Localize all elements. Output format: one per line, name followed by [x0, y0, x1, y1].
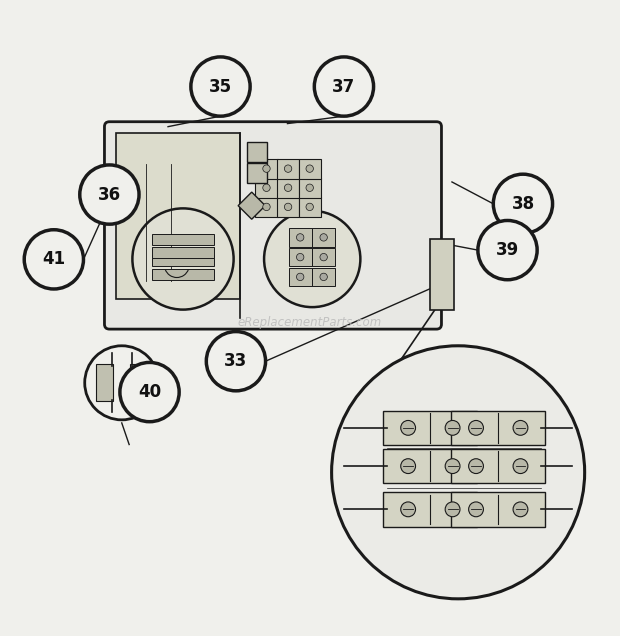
Circle shape — [24, 230, 84, 289]
FancyBboxPatch shape — [451, 449, 545, 483]
FancyBboxPatch shape — [96, 364, 113, 401]
FancyBboxPatch shape — [430, 238, 454, 310]
Circle shape — [314, 57, 374, 116]
FancyBboxPatch shape — [451, 492, 545, 527]
Text: 41: 41 — [42, 251, 66, 268]
Circle shape — [263, 165, 270, 172]
FancyBboxPatch shape — [312, 248, 335, 266]
Circle shape — [263, 184, 270, 191]
Text: 33: 33 — [224, 352, 247, 370]
Circle shape — [133, 209, 234, 310]
Text: eReplacementParts.com: eReplacementParts.com — [238, 317, 382, 329]
Circle shape — [445, 459, 460, 474]
Circle shape — [401, 502, 415, 516]
FancyBboxPatch shape — [255, 197, 278, 217]
FancyBboxPatch shape — [383, 492, 477, 527]
Circle shape — [401, 420, 415, 435]
FancyBboxPatch shape — [312, 228, 335, 247]
Circle shape — [285, 203, 292, 211]
FancyBboxPatch shape — [151, 247, 215, 258]
Circle shape — [478, 221, 537, 280]
Circle shape — [513, 459, 528, 474]
Circle shape — [120, 363, 179, 422]
FancyBboxPatch shape — [255, 178, 278, 198]
FancyBboxPatch shape — [383, 449, 477, 483]
FancyBboxPatch shape — [299, 178, 321, 198]
Circle shape — [445, 420, 460, 435]
Text: 40: 40 — [138, 383, 161, 401]
Circle shape — [513, 502, 528, 516]
Circle shape — [469, 459, 484, 474]
FancyBboxPatch shape — [151, 233, 215, 245]
FancyBboxPatch shape — [451, 411, 545, 445]
Circle shape — [264, 211, 360, 307]
Circle shape — [296, 253, 304, 261]
FancyBboxPatch shape — [289, 268, 312, 286]
FancyBboxPatch shape — [255, 159, 278, 179]
FancyBboxPatch shape — [247, 163, 267, 183]
FancyBboxPatch shape — [151, 255, 215, 266]
Text: 39: 39 — [496, 241, 519, 259]
Circle shape — [285, 184, 292, 191]
Polygon shape — [238, 192, 265, 219]
Circle shape — [296, 233, 304, 241]
FancyBboxPatch shape — [277, 159, 299, 179]
FancyBboxPatch shape — [312, 268, 335, 286]
FancyBboxPatch shape — [299, 159, 321, 179]
FancyBboxPatch shape — [130, 364, 148, 401]
Text: 37: 37 — [332, 78, 356, 95]
FancyBboxPatch shape — [383, 411, 477, 445]
Circle shape — [469, 420, 484, 435]
Circle shape — [320, 273, 327, 280]
Text: 36: 36 — [98, 186, 121, 204]
FancyBboxPatch shape — [104, 121, 441, 329]
Circle shape — [306, 165, 313, 172]
Circle shape — [263, 203, 270, 211]
FancyBboxPatch shape — [289, 228, 312, 247]
Text: 38: 38 — [512, 195, 534, 213]
Circle shape — [332, 346, 585, 599]
FancyBboxPatch shape — [277, 197, 299, 217]
Circle shape — [401, 459, 415, 474]
FancyBboxPatch shape — [289, 248, 312, 266]
Circle shape — [306, 184, 313, 191]
Circle shape — [85, 346, 159, 420]
Circle shape — [469, 502, 484, 516]
FancyBboxPatch shape — [247, 142, 267, 162]
Circle shape — [513, 420, 528, 435]
FancyBboxPatch shape — [277, 178, 299, 198]
Circle shape — [320, 233, 327, 241]
Circle shape — [191, 57, 250, 116]
FancyBboxPatch shape — [115, 133, 240, 300]
FancyBboxPatch shape — [299, 197, 321, 217]
Circle shape — [320, 253, 327, 261]
Circle shape — [285, 165, 292, 172]
Circle shape — [306, 203, 313, 211]
Text: 35: 35 — [209, 78, 232, 95]
Circle shape — [296, 273, 304, 280]
Circle shape — [445, 502, 460, 516]
Circle shape — [80, 165, 139, 224]
Circle shape — [206, 331, 265, 391]
FancyBboxPatch shape — [151, 269, 215, 280]
Circle shape — [494, 174, 552, 233]
